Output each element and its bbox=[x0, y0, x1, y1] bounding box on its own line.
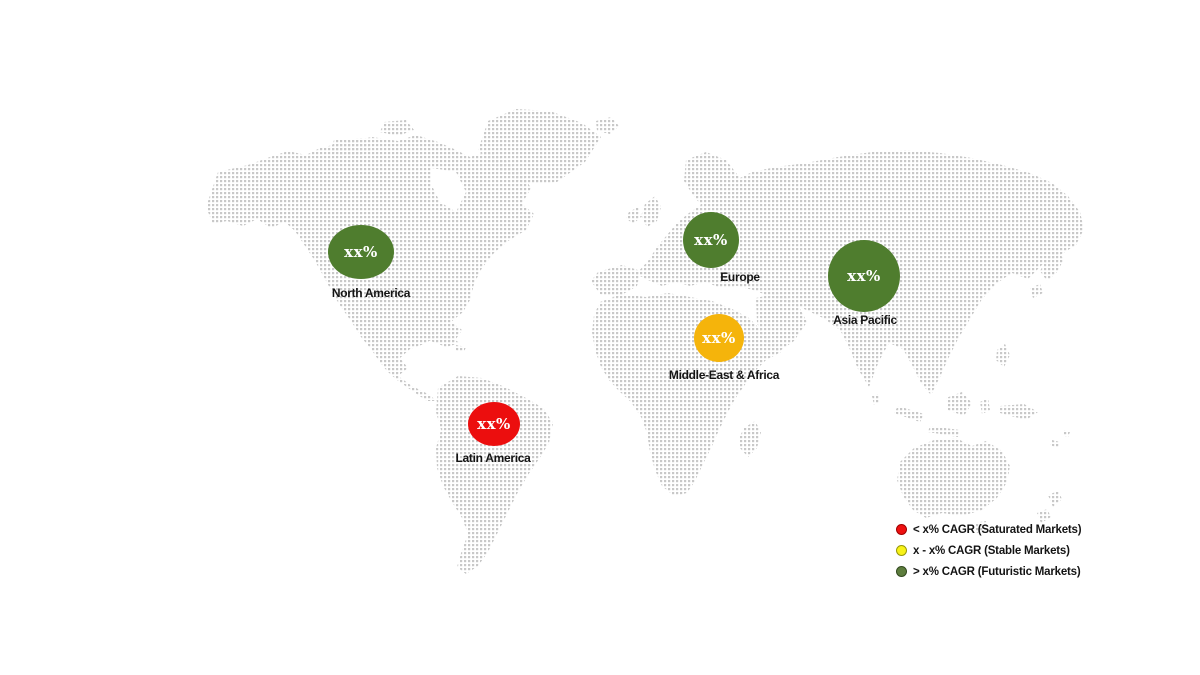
legend-dot-stable bbox=[896, 545, 907, 556]
arctic-islands bbox=[330, 120, 414, 158]
region-label-north-america: North America bbox=[331, 286, 411, 300]
region-marker-middle-east-africa: xx% bbox=[694, 314, 744, 362]
legend-item-futuristic: > x% CAGR (Futuristic Markets) bbox=[896, 565, 1081, 578]
legend-label-futuristic: > x% CAGR (Futuristic Markets) bbox=[913, 565, 1081, 578]
tasmania bbox=[974, 521, 988, 533]
legend-dot-futuristic bbox=[896, 566, 907, 577]
region-marker-asia-pacific: xx% bbox=[828, 240, 900, 312]
region-label-latin-america: Latin America bbox=[455, 451, 531, 465]
continent-australia bbox=[897, 438, 1010, 518]
british-isles bbox=[626, 196, 661, 227]
continent-africa bbox=[592, 293, 781, 496]
sri-lanka bbox=[872, 394, 880, 405]
madagascar bbox=[740, 421, 761, 457]
legend: < x% CAGR (Saturated Markets) x - x% CAGR… bbox=[896, 523, 1082, 578]
legend-item-saturated: < x% CAGR (Saturated Markets) bbox=[896, 523, 1082, 536]
legend-label-saturated: < x% CAGR (Saturated Markets) bbox=[913, 523, 1082, 536]
caribbean-islands bbox=[426, 333, 466, 352]
new-zealand bbox=[1037, 491, 1062, 523]
iberia bbox=[591, 265, 641, 297]
japan bbox=[1030, 250, 1064, 298]
region-marker-latin-america: xx% bbox=[468, 402, 520, 446]
southeast-asia-islands bbox=[894, 392, 1038, 437]
region-label-middle-east-africa: Middle-East & Africa bbox=[668, 368, 780, 382]
legend-item-stable: x - x% CAGR (Stable Markets) bbox=[896, 544, 1081, 557]
continent-south-america bbox=[436, 376, 553, 574]
philippines bbox=[996, 344, 1010, 367]
region-marker-europe: xx% bbox=[683, 212, 739, 268]
region-label-europe: Europe bbox=[720, 270, 760, 284]
legend-label-stable: x - x% CAGR (Stable Markets) bbox=[913, 544, 1070, 557]
continent-greenland bbox=[478, 109, 601, 184]
region-label-asia-pacific: Asia Pacific bbox=[833, 313, 897, 327]
pacific-islands bbox=[1050, 430, 1070, 448]
continents bbox=[206, 109, 1084, 574]
iceland bbox=[596, 117, 619, 134]
legend-dot-saturated bbox=[896, 524, 907, 535]
region-marker-north-america: xx% bbox=[328, 225, 394, 279]
